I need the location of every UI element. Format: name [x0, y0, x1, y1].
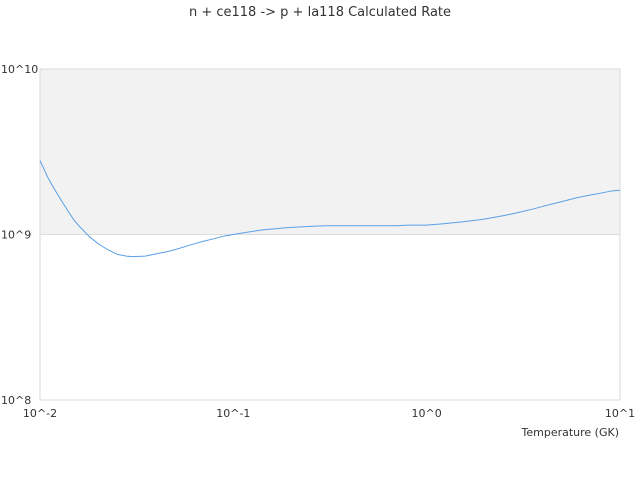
upper-decade-band	[40, 69, 620, 235]
series-layer	[39, 160, 621, 258]
x-tick-label: 10^-2	[23, 407, 57, 420]
chart-title: n + ce118 -> p + la118 Calculated Rate	[189, 5, 451, 20]
x-tick-label: 10^1	[605, 407, 635, 420]
y-tick-label: 10^10	[1, 63, 38, 76]
x-tick-label: 10^-1	[216, 407, 250, 420]
x-tick-label: 10^0	[412, 407, 442, 420]
rate-series-line	[39, 160, 621, 258]
y-tick-label: 10^8	[1, 394, 31, 407]
x-axis-label: Temperature (GK)	[521, 426, 620, 439]
y-tick-label: 10^9	[1, 229, 31, 242]
plot-frame	[39, 68, 621, 401]
tick-labels: 10^8 10^9 10^10 10^-2 10^-1 10^0 10^1	[1, 63, 635, 420]
